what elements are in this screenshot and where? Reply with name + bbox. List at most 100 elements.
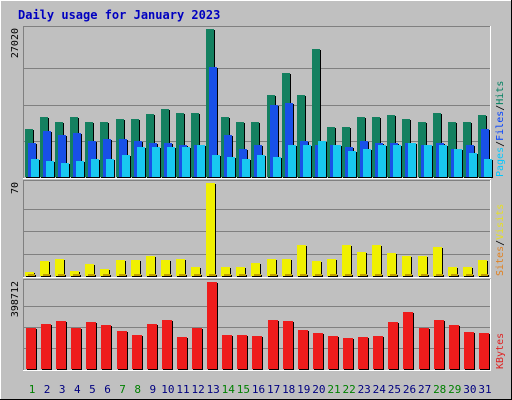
bar-visits-fill bbox=[327, 259, 336, 276]
bar-visits-fill bbox=[267, 259, 276, 276]
bar-visits-fill bbox=[418, 256, 427, 276]
bar-pages-fill bbox=[31, 159, 39, 177]
bar-pages bbox=[318, 141, 327, 178]
bar-sites bbox=[405, 274, 413, 277]
bar-pages-fill bbox=[182, 147, 190, 177]
bar-kbytes-fill bbox=[177, 337, 187, 369]
bar-kbytes bbox=[403, 312, 414, 370]
bar-pages-fill bbox=[333, 145, 341, 177]
bar-pages-fill bbox=[439, 145, 447, 177]
bar-pages bbox=[61, 163, 70, 178]
bar-sites-fill bbox=[421, 274, 428, 276]
bar-pages-fill bbox=[197, 145, 205, 177]
bar-visits-fill bbox=[221, 267, 230, 276]
bar-visits-fill bbox=[236, 267, 245, 276]
day-label: 25 bbox=[388, 383, 401, 396]
bar-files-fill bbox=[73, 133, 81, 177]
bar-pages bbox=[167, 147, 176, 178]
bar-kbytes bbox=[252, 336, 263, 370]
panel-kbytes: 398712 KBytes bbox=[10, 279, 506, 371]
bar-pages bbox=[137, 147, 146, 178]
bar-sites bbox=[285, 274, 293, 277]
day-label: 4 bbox=[74, 383, 81, 396]
bar-pages-fill bbox=[76, 161, 84, 177]
day-label: 30 bbox=[463, 383, 476, 396]
bar-sites bbox=[179, 274, 187, 277]
bar-sites bbox=[119, 274, 127, 277]
bar-pages bbox=[91, 159, 100, 178]
bar-pages-fill bbox=[363, 149, 371, 177]
bar-visits bbox=[100, 269, 110, 277]
bar-pages bbox=[46, 161, 55, 178]
bar-kbytes-fill bbox=[343, 338, 353, 369]
panel-kbytes-legend-entry: KBytes bbox=[495, 333, 506, 369]
bar-sites-fill bbox=[28, 274, 35, 276]
bar-pages bbox=[439, 145, 448, 178]
bar-kbytes-fill bbox=[26, 328, 36, 369]
bar-sites bbox=[436, 274, 444, 277]
bar-sites-fill bbox=[375, 274, 382, 276]
bar-pages bbox=[182, 147, 191, 178]
bar-kbytes bbox=[373, 336, 384, 370]
bar-kbytes bbox=[192, 328, 203, 370]
bar-kbytes bbox=[419, 328, 430, 370]
bar-kbytes bbox=[147, 324, 158, 370]
bar-pages bbox=[288, 145, 297, 178]
bar-sites-fill bbox=[164, 274, 171, 276]
panel-kbytes-ymax-label: 398712 bbox=[10, 281, 21, 317]
bar-sites bbox=[345, 274, 353, 277]
bar-pages bbox=[408, 143, 417, 178]
bar-kbytes-fill bbox=[328, 336, 338, 369]
bar-visits bbox=[40, 261, 50, 277]
bar-pages bbox=[303, 145, 312, 178]
bar-pages-fill bbox=[227, 157, 235, 177]
bar-sites-fill bbox=[270, 274, 277, 276]
bar-sites-fill bbox=[119, 274, 126, 276]
bar-kbytes-fill bbox=[419, 328, 429, 369]
bar-sites-fill bbox=[254, 274, 261, 276]
bar-sites bbox=[390, 274, 398, 277]
bar-pages-fill bbox=[378, 145, 386, 177]
bar-kbytes bbox=[86, 322, 97, 370]
bar-pages-fill bbox=[61, 163, 69, 177]
bar-sites bbox=[149, 274, 157, 277]
bar-kbytes bbox=[358, 337, 369, 370]
bar-pages bbox=[106, 159, 115, 178]
bar-visits bbox=[433, 247, 443, 277]
bar-kbytes-fill bbox=[71, 328, 81, 369]
bar-kbytes-fill bbox=[237, 335, 247, 369]
bar-visits-fill bbox=[116, 260, 125, 276]
bar-visits bbox=[191, 267, 201, 277]
panel-visits-legend-entry: Sites bbox=[495, 246, 506, 276]
bar-sites bbox=[239, 274, 247, 277]
bar-kbytes-fill bbox=[434, 320, 444, 369]
bar-pages bbox=[484, 159, 493, 178]
bar-kbytes-fill bbox=[56, 321, 66, 369]
bar-sites bbox=[481, 274, 489, 277]
bar-pages bbox=[333, 145, 342, 178]
bar-files-fill bbox=[209, 67, 217, 177]
day-label: 29 bbox=[448, 383, 461, 396]
bar-kbytes bbox=[56, 321, 67, 370]
bar-visits-fill bbox=[312, 261, 321, 276]
bar-sites-fill bbox=[285, 274, 292, 276]
bar-kbytes bbox=[479, 333, 490, 370]
bar-visits bbox=[297, 245, 307, 277]
day-label: 22 bbox=[342, 383, 355, 396]
bar-pages-fill bbox=[122, 155, 130, 177]
bar-visits bbox=[236, 267, 246, 277]
day-label: 9 bbox=[149, 383, 156, 396]
bar-visits bbox=[357, 252, 367, 277]
bar-visits-fill bbox=[206, 183, 215, 276]
bar-files-fill bbox=[224, 135, 232, 177]
bar-visits bbox=[146, 256, 156, 277]
bar-visits bbox=[282, 259, 292, 277]
panel-hits-legend: Pages/Files/Hits bbox=[495, 81, 506, 177]
day-label: 6 bbox=[104, 383, 111, 396]
bar-sites-fill bbox=[481, 274, 488, 276]
bar-sites bbox=[330, 274, 338, 277]
bar-pages-fill bbox=[408, 143, 416, 177]
bar-pages bbox=[76, 161, 85, 178]
bar-visits bbox=[221, 267, 231, 277]
bar-pages bbox=[454, 149, 463, 178]
